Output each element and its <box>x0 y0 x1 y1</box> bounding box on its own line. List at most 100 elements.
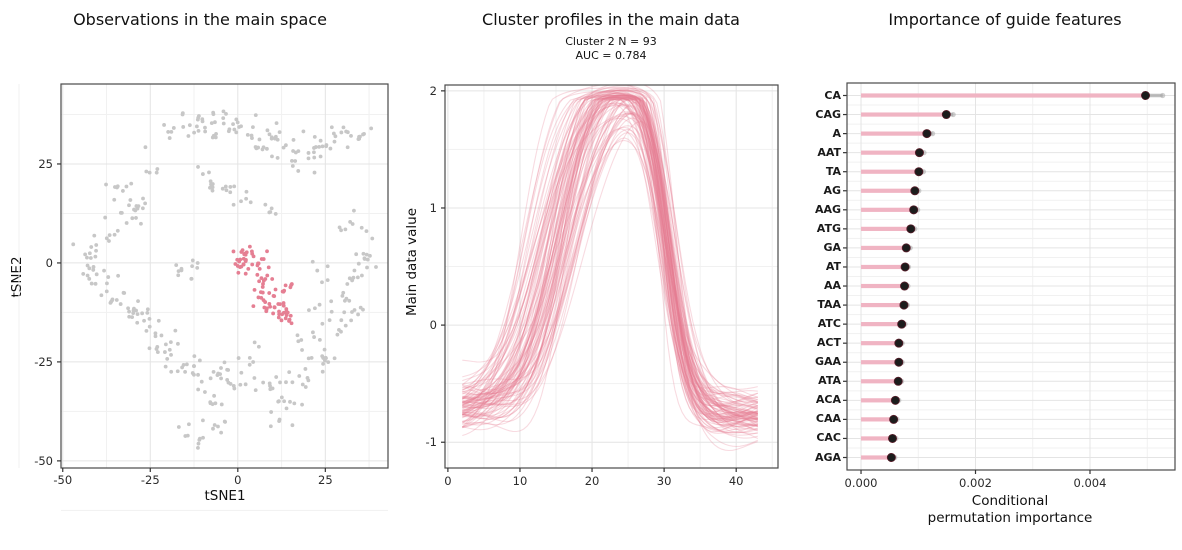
scatter-point-base <box>102 268 106 273</box>
scatter-point-highlight <box>266 265 271 270</box>
scatter-point-base <box>85 273 90 278</box>
importance-dot <box>914 148 924 158</box>
scatter-point-base <box>196 128 201 133</box>
scatter-point-highlight <box>247 244 252 249</box>
panel-border <box>846 82 1176 471</box>
importance-dot <box>1141 90 1151 100</box>
scatter-point-base <box>352 208 356 213</box>
scatter-point-base <box>273 134 278 139</box>
scatter-point-base <box>364 229 369 234</box>
scatter-point-base <box>312 306 317 311</box>
scatter-point-base <box>128 198 133 202</box>
scatter-point-highlight <box>272 305 277 310</box>
scatter-point-base <box>194 124 199 129</box>
scatter-point-base <box>196 441 201 446</box>
scatter-point-highlight <box>265 249 269 254</box>
scatter-point-base <box>320 321 325 326</box>
scatter-point-base <box>235 120 240 125</box>
scatter-point-base <box>135 312 140 316</box>
scatter-point-base <box>187 422 191 427</box>
scatter-point-base <box>268 424 273 429</box>
feature-label: ATC <box>817 317 841 331</box>
scatter-point-base <box>252 376 257 380</box>
scatter-point-base <box>228 190 233 195</box>
importance-bar <box>861 360 897 365</box>
profile-line <box>462 87 758 415</box>
scatter-point-base <box>140 311 145 316</box>
scatter-point-base <box>318 138 323 143</box>
profile-line <box>462 113 758 410</box>
scatter-point-highlight <box>243 271 248 276</box>
scatter-point-base <box>354 252 359 257</box>
scatter-point-base <box>213 120 217 125</box>
scatter-point-base <box>329 299 334 304</box>
profile-line <box>462 96 759 410</box>
importance-bar <box>861 455 890 460</box>
scatter-point-base <box>169 130 174 134</box>
scatter-point-base <box>322 347 327 352</box>
scatter-point-base <box>234 117 239 122</box>
scatter-point-highlight <box>259 276 264 281</box>
scatter-point-highlight <box>252 287 257 292</box>
scatter-point-base <box>228 382 233 386</box>
scatter-point-base <box>290 380 295 385</box>
scatter-point-base <box>325 264 330 269</box>
scatter-point-base <box>281 145 286 150</box>
scatter-point-base <box>261 145 266 150</box>
scatter-point-base <box>135 320 140 325</box>
scatter-point-base <box>247 362 252 367</box>
scatter-point-base <box>176 269 181 274</box>
scatter-point-base <box>142 318 146 323</box>
scatter-point-base <box>329 125 334 130</box>
scatter-point-highlight <box>260 285 265 289</box>
scatter-point-base <box>239 370 244 375</box>
scatter-point-base <box>326 360 331 364</box>
scatter-panel-title: Observations in the main space <box>73 10 327 29</box>
scatter-point-base <box>163 350 167 354</box>
scatter-point-base <box>293 159 298 163</box>
scatter-point-base <box>127 203 131 208</box>
scatter-point-base <box>89 281 94 286</box>
scatter-point-base <box>211 369 216 374</box>
scatter-point-highlight <box>261 278 266 283</box>
scatter-point-base <box>187 123 192 128</box>
scatter-point-base <box>325 278 330 283</box>
scatter-point-highlight <box>260 290 265 295</box>
scatter-point-base <box>311 330 315 335</box>
profile-line <box>462 102 758 431</box>
scatter-point-base <box>114 298 119 302</box>
scatter-point-highlight <box>239 250 244 254</box>
scatter-point-base <box>243 382 248 387</box>
profile-line <box>462 89 758 421</box>
scatter-point-base <box>190 371 195 375</box>
scatter-point-base <box>244 196 249 201</box>
scatter-point-base <box>296 149 301 154</box>
profile-line <box>462 99 758 429</box>
scatter-point-base <box>210 402 215 407</box>
scatter-point-base <box>355 275 360 280</box>
scatter-point-base <box>339 228 343 233</box>
scatter-point-highlight <box>241 256 246 261</box>
importance-dot <box>941 110 951 120</box>
scatter-point-base <box>303 385 308 389</box>
profile-line <box>462 88 758 420</box>
scatter-point-base <box>275 156 280 160</box>
importance-dot <box>900 281 910 291</box>
scatter-point-base <box>124 184 129 189</box>
profile-line <box>462 94 758 423</box>
scatter-point-base <box>165 357 170 361</box>
importance-dot <box>889 414 899 424</box>
scatter-point-base <box>303 367 308 371</box>
scatter-point-base <box>223 184 228 189</box>
scatter-point-base <box>215 373 220 378</box>
scatter-point-base <box>185 433 190 438</box>
profile-line <box>462 94 758 412</box>
profile-line <box>462 97 759 427</box>
scatter-point-highlight <box>289 282 294 286</box>
scatter-point-base <box>200 172 205 176</box>
scatter-point-base <box>195 265 200 270</box>
profile-line <box>462 125 758 406</box>
x-tick-label: 0 <box>444 474 452 488</box>
scatter-point-base <box>333 134 338 139</box>
scatter-point-base <box>192 354 197 358</box>
